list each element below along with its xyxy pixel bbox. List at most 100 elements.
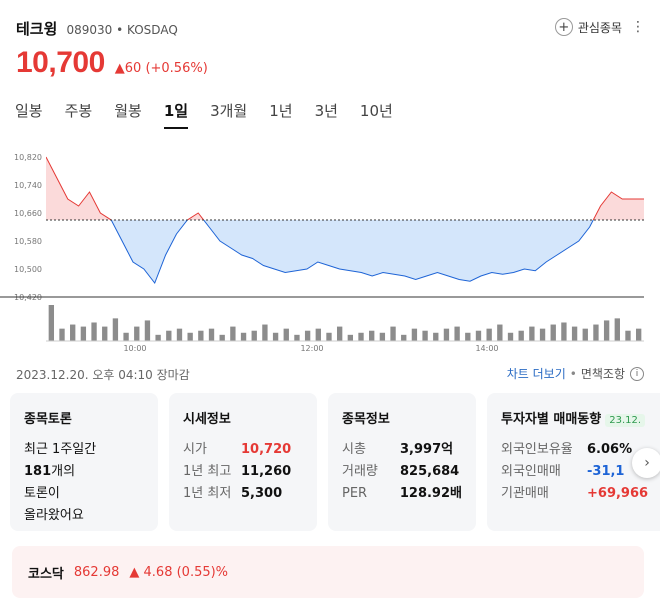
volume-bar [315,328,321,341]
talk-count-suffix: 개의 [51,464,76,479]
next-card-button[interactable]: › [632,448,660,478]
discussion-card[interactable]: 종목토론 최근 1주일간 181개의 토론이 올라왔어요 [10,393,158,531]
volume-bar [454,326,460,341]
y-tick-label: 10,740 [14,181,42,190]
volume-bar [625,330,631,341]
tab-1day[interactable]: 1일 [163,100,189,129]
stock-header: 테크윙 089030 • KOSDAQ + 관심종목 ⋮ [16,18,645,42]
card-title: 시세정보 [183,412,231,427]
volume-bar [422,330,428,341]
watchlist-button[interactable]: + 관심종목 [554,18,622,36]
row-value: 6.06% [587,442,633,457]
volume-bar [518,330,524,341]
row-label: 외국인매매 [501,464,561,479]
investor-row-ratio: 외국인보유율 6.06% [501,439,653,461]
row-label: 외국인보유율 [501,442,573,457]
plus-icon: + [554,18,573,36]
volume-bar [187,332,193,341]
x-tick-label: 12:00 [300,344,323,353]
info-cards: 종목토론 최근 1주일간 181개의 토론이 올라왔어요 시세정보 시가 10,… [10,393,660,531]
card-title: 종목정보 [342,412,390,427]
card-title: 종목토론 [24,412,72,427]
volume-bar [102,326,108,341]
talk-line3: 토론이 [24,486,60,501]
tab-monthly[interactable]: 월봉 [114,102,142,120]
volume-bar [91,322,97,341]
volume-bar [304,330,311,341]
talk-line2: 181개의 [24,461,144,483]
quote-card[interactable]: 시세정보 시가 10,720 1년 최고 11,260 1년 최저 5,300 [169,393,317,531]
volume-bar [593,324,599,341]
volume-bar [262,324,268,341]
y-tick-label: 10,660 [14,209,42,218]
volume-bar [198,330,204,341]
tab-weekly[interactable]: 주봉 [64,102,93,120]
volume-bar [539,328,546,341]
row-value: 825,684 [400,464,460,479]
volume-bar [358,332,364,341]
row-value: 11,260 [241,464,292,479]
stock-info-card[interactable]: 종목정보 시총 3,997억 거래량 825,684 PER 128.92배 [328,393,476,531]
price-line-down [110,220,594,285]
volume-bar [123,332,129,341]
quote-row-low: 1년 최저 5,300 [183,483,303,505]
volume-bar [603,320,610,341]
current-price: 10,700 [16,46,105,79]
tab-3month[interactable]: 3개월 [210,102,248,120]
tab-1year[interactable]: 1년 [269,102,293,120]
row-value: 5,300 [241,486,283,501]
volume-bar [48,305,55,341]
y-tick-label: 10,500 [14,265,42,274]
tab-3year[interactable]: 3년 [314,102,338,120]
volume-bar [347,334,354,341]
volume-bar [614,318,620,341]
tab-10year[interactable]: 10년 [359,102,393,120]
separator-dot: • [569,366,577,381]
volume-bar [155,334,161,341]
index-change: ▲ 4.68 (0.55)% [129,564,229,580]
investor-card[interactable]: 투자자별 매매동향 23.12. 외국인보유율 6.06% 외국인매매 -31,1… [487,393,660,531]
investor-row-foreign: 외국인매매 -31,1 [501,461,653,483]
talk-line1: 최근 1주일간 [24,442,97,457]
volume-bar [70,324,76,341]
index-value: 862.98 [73,564,120,580]
volume-bar [59,328,65,341]
price-row: 10,700 ▲60 (+0.56%) [16,46,208,80]
row-label: PER [342,486,368,501]
price-change: ▲60 (+0.56%) [114,61,208,76]
info-row-per: PER 128.92배 [342,483,462,505]
watchlist-label: 관심종목 [577,20,622,35]
row-value: +69,966 [587,486,649,501]
row-value: -31,1 [587,464,625,479]
talk-line4: 올라왔어요 [24,508,84,523]
x-tick-label: 10:00 [123,344,146,353]
volume-bar [507,332,514,341]
volume-bar [112,318,119,341]
info-row-volume: 거래량 825,684 [342,461,462,483]
row-label: 시가 [183,442,207,457]
investor-title: 투자자별 매매동향 [501,412,602,427]
volume-bar [411,328,418,341]
volume-bar [166,330,172,341]
more-options-icon[interactable]: ⋮ [631,19,645,35]
volume-bar [475,330,482,341]
row-label: 기관매매 [501,486,549,501]
chart-more-link[interactable]: 차트 더보기 [506,367,566,381]
y-tick-label: 10,820 [14,153,42,162]
row-label: 시총 [342,442,366,457]
volume-bar [326,332,332,341]
market-index-bar[interactable]: 코스닥 862.98 ▲ 4.68 (0.55)% [12,546,644,598]
chart-links: 차트 더보기 • 면책조항 i [507,365,644,382]
row-value: 10,720 [241,442,292,457]
volume-bar [272,332,279,341]
area-down [46,220,644,283]
intraday-chart[interactable]: 10,82010,74010,66010,58010,50010,42010:0… [0,145,660,355]
x-tick-label: 14:00 [475,344,498,353]
tab-daily[interactable]: 일봉 [15,102,43,120]
chevron-right-icon: › [644,455,650,471]
quote-row-open: 시가 10,720 [183,439,303,461]
volume-bar [465,332,471,341]
info-icon[interactable]: i [630,366,644,381]
disclaimer-link[interactable]: 면책조항 [580,367,625,381]
volume-bar [369,330,375,341]
